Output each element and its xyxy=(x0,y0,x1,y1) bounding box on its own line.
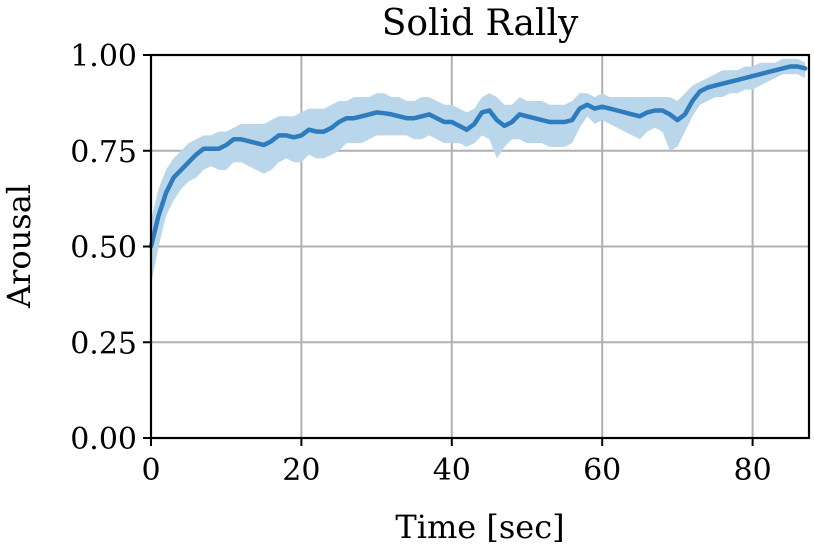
x-tick-label: 20 xyxy=(282,453,320,488)
ticks: 0 20 40 60 80 0.00 0.25 0.50 0.75 1.00 xyxy=(70,39,771,488)
confidence-band xyxy=(151,58,806,285)
mean-line xyxy=(148,64,808,249)
y-axis-title: Arousal xyxy=(0,184,38,309)
y-tick-label: 0.25 xyxy=(70,326,137,361)
x-axis-title: Time [sec] xyxy=(395,508,564,546)
y-tick-label: 0.75 xyxy=(70,135,137,170)
y-tick-label: 1.00 xyxy=(70,39,137,74)
chart-title: Solid Rally xyxy=(382,3,579,44)
y-tick-label: 0.50 xyxy=(70,231,137,266)
x-tick-label: 60 xyxy=(583,453,621,488)
x-tick-label: 40 xyxy=(433,453,471,488)
x-tick-label: 80 xyxy=(734,453,772,488)
x-tick-label: 0 xyxy=(141,453,160,488)
y-tick-label: 0.00 xyxy=(70,422,137,457)
